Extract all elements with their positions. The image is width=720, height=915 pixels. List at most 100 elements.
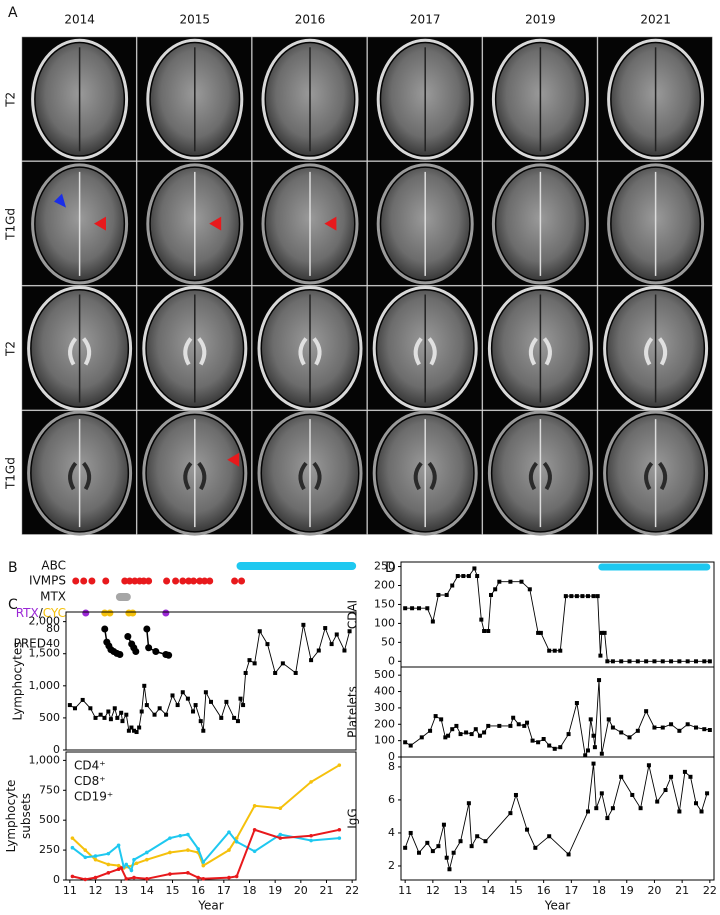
data-point	[88, 706, 93, 711]
data-point	[428, 728, 433, 733]
data-point	[610, 806, 615, 811]
data-point	[508, 723, 513, 728]
data-point	[152, 712, 157, 717]
skull	[146, 163, 244, 285]
data-point	[619, 774, 624, 779]
data-point	[635, 728, 640, 733]
y-axis-label: Lymphocytesubsets	[3, 780, 32, 853]
data-point	[527, 587, 532, 592]
y-tick-label: 4	[388, 826, 395, 839]
data-point	[552, 746, 557, 751]
data-point	[232, 715, 237, 720]
data-point	[585, 748, 590, 753]
data-point	[134, 861, 139, 866]
data-point	[530, 738, 535, 743]
data-point	[201, 863, 206, 868]
data-point	[347, 629, 352, 634]
data-point	[525, 827, 530, 832]
lesion-arrow	[324, 216, 337, 231]
skull	[31, 38, 129, 160]
skull	[31, 163, 129, 285]
data-point	[677, 659, 682, 664]
y-tick-label: 2	[388, 859, 395, 872]
data-point	[329, 642, 334, 647]
data-point	[116, 843, 121, 848]
y-tick-label: 250	[39, 843, 60, 856]
data-point	[70, 845, 75, 850]
skull	[491, 38, 589, 160]
data-point	[436, 844, 441, 849]
data-point	[193, 703, 198, 708]
data-point	[699, 809, 704, 814]
data-point	[610, 725, 615, 730]
data-point	[644, 709, 649, 714]
treatment-dot	[106, 609, 114, 617]
x-tick-label: 18	[242, 884, 256, 897]
ventricle	[183, 337, 207, 366]
x-tick-label: 20	[294, 884, 308, 897]
data-point	[516, 722, 521, 727]
series-line	[71, 764, 340, 870]
y-tick-label: 0	[53, 873, 60, 886]
y-tick-label: 1,500	[29, 647, 61, 660]
data-point	[410, 606, 415, 611]
treatment-dot	[179, 577, 187, 585]
data-point	[70, 836, 75, 840]
data-point	[201, 728, 206, 733]
data-point	[186, 832, 190, 837]
data-point	[660, 725, 665, 730]
data-point	[473, 727, 478, 732]
data-point	[80, 697, 85, 702]
x-tick-label: 20	[647, 884, 661, 897]
data-point	[170, 693, 175, 698]
data-point	[278, 832, 283, 837]
data-point	[455, 574, 460, 579]
data-point	[566, 732, 571, 737]
x-tick-label: 18	[592, 884, 606, 897]
data-point	[574, 594, 579, 599]
data-point	[450, 583, 455, 588]
data-point	[196, 875, 200, 880]
data-point	[132, 857, 136, 862]
data-point	[669, 774, 674, 779]
data-point	[599, 630, 604, 635]
treatment-dot	[206, 577, 214, 585]
data-point	[592, 745, 597, 750]
skull	[257, 286, 363, 411]
data-point	[309, 780, 313, 784]
data-point	[119, 866, 123, 870]
data-point	[646, 763, 651, 768]
series-line	[69, 624, 351, 733]
data-point	[252, 827, 257, 832]
data-point	[595, 594, 600, 599]
data-point	[606, 717, 611, 722]
lesion-arrow	[227, 452, 240, 467]
data-point	[227, 830, 231, 834]
row-label-part: /	[39, 606, 44, 620]
data-point	[458, 732, 463, 737]
skull	[142, 286, 248, 411]
y-tick-label: 50	[381, 635, 395, 648]
data-point	[293, 670, 298, 675]
data-point	[669, 659, 674, 664]
data-point	[483, 839, 488, 844]
data-point	[497, 579, 502, 584]
data-point	[594, 806, 599, 811]
data-point	[707, 659, 712, 664]
data-point	[693, 659, 698, 664]
ventricle	[68, 337, 92, 366]
ventricle	[413, 337, 437, 366]
data-point	[469, 732, 474, 737]
data-point	[619, 659, 624, 664]
data-point	[536, 740, 541, 745]
data-point	[198, 719, 203, 724]
data-point	[663, 788, 668, 793]
data-point	[201, 877, 206, 881]
data-point	[403, 606, 408, 611]
treatment-dot	[196, 577, 204, 585]
data-point	[301, 622, 306, 627]
skull	[261, 38, 359, 160]
plot-frame	[65, 611, 357, 751]
legend-entry: CD8⁺	[74, 774, 106, 788]
skull	[376, 163, 474, 285]
